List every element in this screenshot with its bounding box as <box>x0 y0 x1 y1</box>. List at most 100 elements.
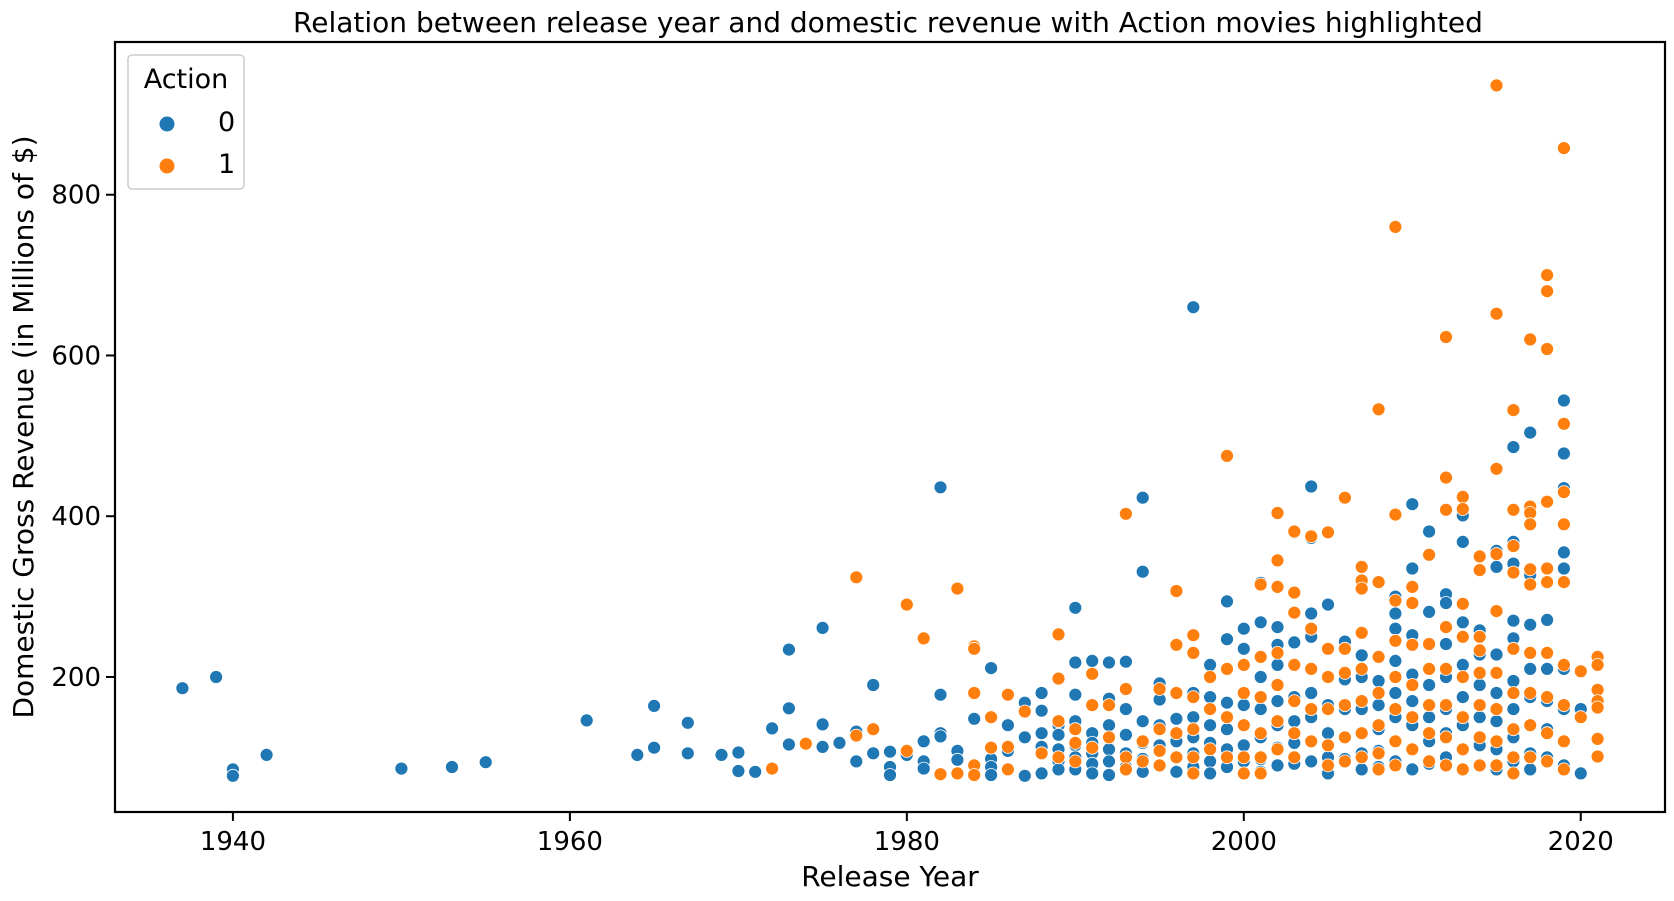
data-point-action-1 <box>1540 342 1554 356</box>
data-point-action-1 <box>1051 714 1066 729</box>
data-point-action-1 <box>1455 489 1470 504</box>
data-point-action-1 <box>1135 734 1150 749</box>
data-point-action-1 <box>1439 502 1453 517</box>
x-tick-label: 1960 <box>537 827 603 857</box>
data-point-action-1 <box>1405 678 1420 692</box>
data-point-action-1 <box>1253 690 1268 704</box>
data-point-action-1 <box>1489 734 1504 749</box>
data-point-action-0 <box>1203 766 1217 781</box>
data-point-action-0 <box>782 642 796 657</box>
data-point-action-0 <box>394 761 409 776</box>
data-point-action-1 <box>1573 664 1588 679</box>
data-point-action-0 <box>1270 758 1285 773</box>
data-point-action-0 <box>916 734 931 749</box>
data-point-action-0 <box>1017 768 1032 783</box>
data-point-action-1 <box>1152 744 1167 758</box>
data-point-action-0 <box>1287 635 1302 650</box>
data-point-action-1 <box>765 761 779 776</box>
data-point-action-1 <box>1220 448 1234 463</box>
data-point-action-1 <box>967 768 982 782</box>
data-point-action-0 <box>1489 560 1504 574</box>
data-point-action-1 <box>1236 750 1251 765</box>
data-point-action-1 <box>1186 690 1201 704</box>
data-point-action-1 <box>984 740 998 755</box>
data-point-action-1 <box>1472 643 1487 658</box>
data-point-action-0 <box>1455 535 1470 549</box>
data-point-action-1 <box>1354 581 1369 596</box>
data-point-action-0 <box>933 729 948 744</box>
data-point-action-1 <box>1220 710 1234 725</box>
data-point-action-1 <box>1523 686 1538 700</box>
data-point-action-0 <box>1034 726 1049 741</box>
data-point-action-1 <box>1338 490 1352 505</box>
data-point-action-0 <box>1422 678 1436 692</box>
data-point-action-1 <box>1236 718 1251 733</box>
data-point-action-0 <box>1523 762 1538 777</box>
data-point-action-0 <box>1388 621 1403 636</box>
data-point-action-0 <box>1236 621 1251 636</box>
data-point-action-0 <box>1236 738 1251 753</box>
data-point-action-1 <box>1287 750 1302 765</box>
data-point-action-1 <box>1422 726 1436 741</box>
data-point-action-1 <box>1506 403 1521 418</box>
data-point-action-1 <box>1338 754 1352 769</box>
data-point-action-1 <box>866 722 881 737</box>
data-point-action-1 <box>1405 596 1420 610</box>
data-point-action-1 <box>1287 694 1302 708</box>
data-point-action-0 <box>1051 727 1066 742</box>
data-point-action-1 <box>1388 593 1403 608</box>
data-point-action-1 <box>1506 722 1521 737</box>
data-point-action-1 <box>1135 754 1150 769</box>
data-point-action-0 <box>647 699 661 713</box>
data-point-action-1 <box>1270 646 1285 660</box>
data-point-action-1 <box>1489 306 1504 321</box>
data-point-action-1 <box>1236 686 1251 700</box>
data-point-action-0 <box>950 752 965 767</box>
data-point-action-0 <box>933 687 948 702</box>
data-point-action-0 <box>1405 561 1420 576</box>
data-point-action-0 <box>782 701 796 716</box>
data-point-action-1 <box>1051 627 1066 642</box>
data-point-action-0 <box>1405 694 1420 708</box>
data-point-action-1 <box>1085 666 1100 681</box>
data-point-action-0 <box>1236 698 1251 712</box>
data-point-action-1 <box>916 631 931 646</box>
data-point-action-1 <box>1102 730 1116 745</box>
data-point-action-0 <box>1270 620 1285 634</box>
data-point-action-1 <box>1169 637 1184 652</box>
data-point-action-1 <box>1152 758 1167 773</box>
data-point-action-1 <box>1523 750 1538 765</box>
legend-marker-1 <box>158 157 176 175</box>
data-point-action-0 <box>1540 662 1554 676</box>
data-point-action-1 <box>1422 754 1436 769</box>
chart-title: Relation between release year and domest… <box>293 6 1483 39</box>
data-point-action-1 <box>1001 740 1015 754</box>
data-point-action-0 <box>1203 718 1217 733</box>
data-point-action-0 <box>680 746 695 761</box>
data-point-action-1 <box>1489 702 1504 716</box>
data-point-action-1 <box>1489 78 1504 93</box>
data-point-action-1 <box>1287 605 1302 620</box>
data-point-action-1 <box>1304 621 1319 636</box>
data-point-action-0 <box>866 678 881 692</box>
data-point-action-0 <box>225 768 240 783</box>
data-point-action-1 <box>1354 694 1369 708</box>
data-point-action-1 <box>1523 517 1538 532</box>
data-point-action-1 <box>1169 584 1184 598</box>
data-point-action-1 <box>1439 330 1453 344</box>
data-point-action-1 <box>1388 507 1403 522</box>
data-point-action-1 <box>1405 580 1420 594</box>
data-point-action-0 <box>1119 727 1133 742</box>
data-point-action-0 <box>731 764 746 778</box>
data-point-action-0 <box>883 744 897 759</box>
x-tick-label: 1940 <box>200 827 266 857</box>
data-point-action-0 <box>883 768 897 782</box>
data-point-action-1 <box>1472 549 1487 564</box>
data-point-action-0 <box>1085 766 1100 781</box>
data-point-action-1 <box>1270 506 1285 520</box>
data-point-action-1 <box>1540 646 1554 660</box>
data-point-action-1 <box>1270 742 1285 757</box>
data-point-action-1 <box>1304 734 1319 749</box>
